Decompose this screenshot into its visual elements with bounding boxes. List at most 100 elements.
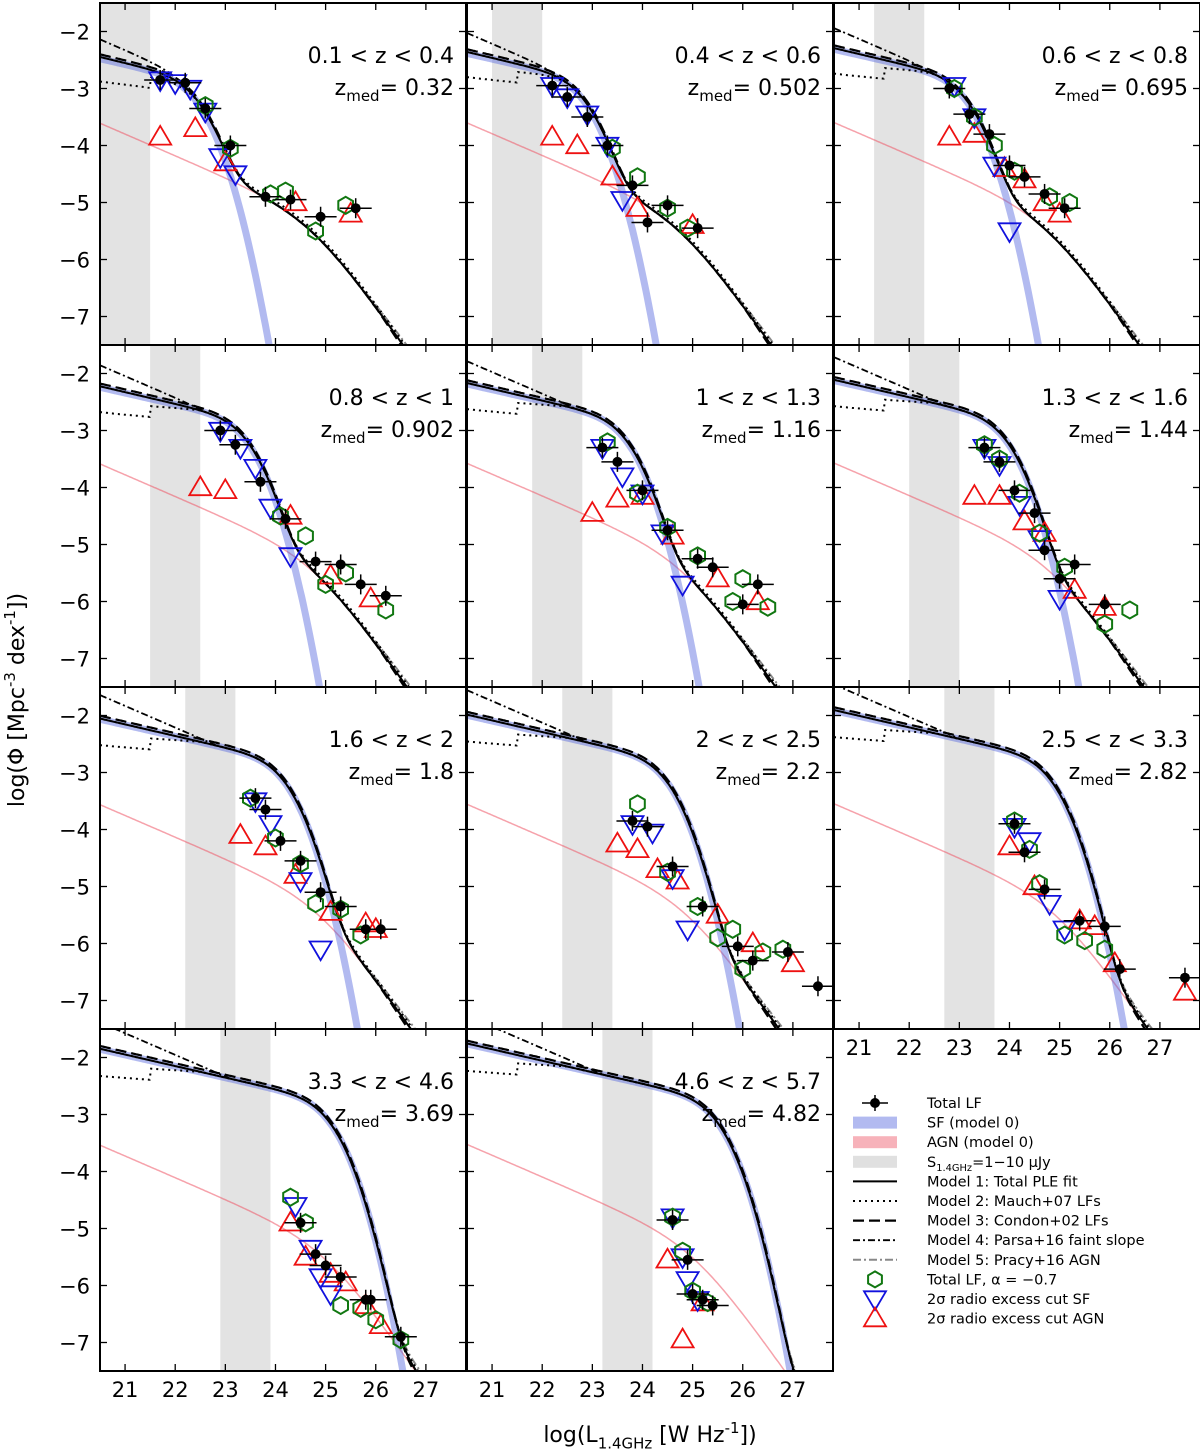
total-lf-point — [1039, 884, 1050, 895]
sf-excess-marker — [282, 1197, 309, 1219]
y-tick-label: −4 — [59, 1161, 90, 1185]
model-1-curve — [467, 50, 773, 345]
total-lf-point — [250, 793, 261, 804]
total-lf-point — [707, 1300, 718, 1311]
legend-label: Total LF, α = −0.7 — [926, 1272, 1057, 1288]
hex-marker — [629, 794, 646, 814]
agn-model-line — [467, 1143, 786, 1371]
hex-marker — [734, 959, 752, 979]
y-tick-label: −5 — [59, 1218, 90, 1242]
sf-excess-marker — [222, 165, 248, 187]
y-tick-label: −3 — [59, 78, 90, 102]
total-lf-point — [260, 191, 271, 202]
panel-plot-area — [100, 345, 413, 687]
total-lf-point — [994, 456, 1005, 467]
total-lf-point — [662, 525, 673, 536]
legend-label: Model 1: Total PLE fit — [927, 1174, 1078, 1190]
sf-model-band — [834, 45, 1042, 345]
hex-marker — [367, 1310, 385, 1330]
model-2-curve — [467, 733, 783, 1029]
total-lf-point — [642, 217, 653, 228]
total-lf-point — [335, 901, 346, 912]
agn-model-line — [100, 1144, 417, 1371]
legend-item-hex: Total LF, α = −0.7 — [867, 1270, 1057, 1289]
hex-marker — [377, 600, 395, 620]
agn-excess-marker — [1011, 508, 1038, 531]
agn-excess-marker — [579, 500, 605, 522]
total-lf-point — [225, 140, 236, 151]
model-1-curve — [834, 378, 1146, 687]
total-lf-point — [692, 553, 703, 564]
legend-item-m2: Model 2: Mauch+07 LFs — [853, 1194, 1101, 1210]
sf-excess-marker — [981, 156, 1007, 179]
agn-excess-marker — [1062, 577, 1088, 599]
sensitivity-band — [492, 3, 543, 345]
agn-excess-marker — [961, 483, 987, 505]
total-lf-point — [395, 1331, 406, 1342]
redshift-range: 1 < z < 1.3 — [696, 386, 821, 411]
sensitivity-band — [532, 345, 583, 687]
x-tick-label: 27 — [780, 1378, 807, 1402]
model-1-curve — [467, 713, 781, 1029]
x-tick-label: 27 — [413, 1378, 440, 1402]
model-1-curve — [467, 382, 777, 687]
y-tick-label: −3 — [59, 762, 90, 786]
x-tick-label: 25 — [1046, 1036, 1073, 1060]
model-2-curve — [100, 405, 411, 687]
sf-excess-marker — [609, 191, 635, 213]
total-lf-point — [582, 112, 593, 122]
model-4-curve — [834, 356, 1145, 687]
hex-marker — [307, 221, 324, 241]
hex-marker — [1021, 839, 1038, 860]
panel-9: 21 22 23 24 25 26 27 2.5 < z < 3.3 zmed= 2.82 — [833, 686, 1200, 1060]
redshift-median: zmed= 0.695 — [1055, 76, 1188, 105]
legend-swatch — [862, 1305, 888, 1328]
x-tick-label: 23 — [946, 1036, 973, 1060]
total-lf-point — [295, 855, 306, 866]
y-tick-label: −3 — [59, 420, 90, 444]
total-lf-point — [547, 80, 558, 91]
sf-excess-marker — [242, 458, 268, 481]
legend-swatch — [870, 1098, 880, 1108]
panel-plot-area — [100, 3, 408, 345]
legend-label: SF (model 0) — [927, 1116, 1019, 1132]
total-lf-point — [737, 599, 748, 610]
hex-marker — [332, 899, 349, 919]
total-lf-point — [627, 180, 638, 191]
hex-marker — [282, 1187, 299, 1207]
legend-swatch — [862, 1290, 888, 1312]
sf-excess-marker — [1037, 895, 1063, 917]
legend-item-m3: Model 3: Condon+02 LFs — [853, 1214, 1109, 1230]
y-tick-label: −6 — [59, 933, 90, 957]
agn-excess-marker — [187, 474, 213, 497]
legend-item-m5: Model 5: Pracy+16 AGN — [853, 1253, 1101, 1269]
model-2-curve — [467, 401, 779, 687]
model-3-curve — [467, 48, 771, 345]
y-tick-label: −5 — [59, 192, 90, 216]
legend-item-sf: SF (model 0) — [853, 1116, 1019, 1132]
total-lf-point — [380, 590, 391, 601]
agn-excess-marker — [604, 831, 630, 853]
sf-excess-marker — [996, 222, 1023, 244]
redshift-median: zmed= 3.69 — [335, 1102, 454, 1131]
x-tick-label: 26 — [1096, 1036, 1123, 1060]
redshift-median: zmed= 1.8 — [349, 760, 454, 789]
agn-excess-marker — [624, 836, 651, 858]
y-tick-label: −4 — [59, 477, 90, 501]
sf-excess-marker — [1006, 495, 1033, 518]
hex-marker — [986, 135, 1003, 156]
sensitivity-band — [562, 687, 613, 1029]
total-lf-point — [315, 887, 326, 898]
hex-marker — [659, 198, 676, 218]
redshift-range: 3.3 < z < 4.6 — [308, 1070, 454, 1095]
hex-marker — [759, 597, 777, 617]
y-tick-label: −4 — [59, 135, 90, 159]
hex-marker — [734, 569, 752, 589]
redshift-range: 1.3 < z < 1.6 — [1042, 386, 1188, 411]
hex-marker — [317, 574, 334, 595]
panel-plot-area — [467, 345, 782, 687]
panel-plot-area — [834, 3, 1145, 345]
sf-excess-marker — [1052, 920, 1078, 943]
hex-marker — [1031, 523, 1048, 543]
total-lf-point — [155, 74, 166, 85]
